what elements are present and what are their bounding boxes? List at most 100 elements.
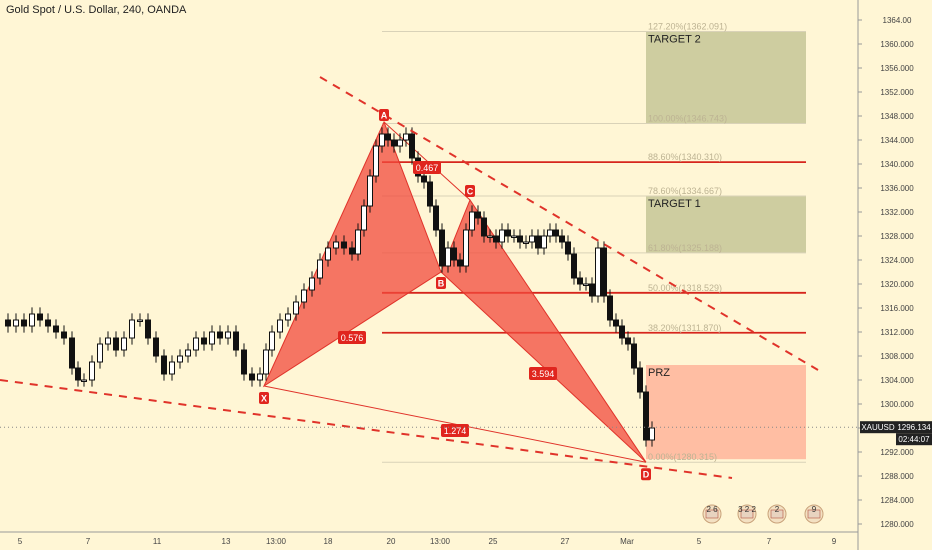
time-tick-label: 18: [324, 537, 333, 546]
candle-body: [113, 337, 119, 351]
fib-level-label: 38.20%(1311.870): [648, 323, 721, 333]
last-price-tag: [896, 421, 932, 434]
time-tick-label: 7: [86, 537, 91, 546]
price-tick-label: 1352.000: [880, 88, 914, 97]
candle-body: [469, 211, 475, 231]
candle-body: [577, 277, 583, 285]
candle-body: [583, 283, 589, 286]
price-tick-label: 1324.000: [880, 256, 914, 265]
candle-body: [499, 229, 505, 243]
event-badge[interactable]: 2: [767, 504, 787, 524]
candle-body: [153, 337, 159, 357]
price-tick-label: 1288.000: [880, 472, 914, 481]
event-badges[interactable]: 2 6 3 2 2 2 9: [702, 504, 824, 524]
time-tick-label: 13:00: [266, 537, 287, 546]
price-tick-label: 1304.000: [880, 376, 914, 385]
time-tick-label: 9: [832, 537, 837, 546]
event-badge[interactable]: 9: [804, 504, 824, 524]
time-tick-label: 7: [767, 537, 772, 546]
candle-body: [403, 133, 409, 141]
zone-prz: [646, 365, 806, 460]
time-tick-label: 5: [697, 537, 702, 546]
price-tick-label: 1312.000: [880, 328, 914, 337]
candle-body: [355, 229, 361, 255]
candle-body: [607, 295, 613, 321]
event-badge[interactable]: 2 6: [702, 504, 722, 524]
candle-body: [317, 259, 323, 279]
candle-body: [37, 313, 43, 321]
candle-body: [277, 319, 283, 333]
event-badge-label: 2 6: [706, 505, 718, 514]
pattern-labels: X A B C D 0.576 0.467 3.594 1.274: [259, 109, 651, 481]
zone-target-2: [646, 31, 806, 124]
trend-lines[interactable]: [0, 76, 819, 479]
price-tick-label: 1340.000: [880, 160, 914, 169]
candle-body: [547, 229, 553, 237]
ratio-tag: 0.576: [338, 331, 366, 344]
candle-body: [463, 229, 469, 267]
candle-body: [361, 205, 367, 231]
ratio-tag: 1.274: [441, 424, 469, 437]
candle-body: [13, 319, 19, 327]
candle-body: [367, 175, 373, 207]
price-tick-label: 1348.000: [880, 112, 914, 121]
point-label: B: [438, 279, 445, 289]
lower-trendline[interactable]: [0, 379, 733, 479]
candle-body: [601, 247, 607, 297]
ratio-tag: 0.467: [413, 161, 441, 174]
candle-body: [385, 133, 391, 141]
candle-body: [105, 337, 111, 345]
event-badge[interactable]: 3 2 2: [737, 504, 757, 524]
candle-body: [75, 367, 81, 381]
flag-stripes-icon: [740, 509, 754, 519]
candle-body: [481, 217, 487, 237]
ratio-tag-bg: [413, 161, 441, 174]
candle-body: [451, 247, 457, 261]
candle-body: [209, 331, 215, 345]
symbol-tag: [860, 421, 896, 434]
point-marker: [641, 468, 651, 481]
ratio-label: 0.467: [416, 163, 439, 173]
point-label: D: [643, 470, 650, 480]
candle-body: [559, 235, 565, 243]
pattern-point-c: C: [465, 185, 475, 197]
candle-body: [649, 427, 655, 441]
candle-body: [293, 301, 299, 315]
ratio-label: 1.274: [444, 426, 467, 436]
candle-body: [145, 319, 151, 339]
candle-body: [517, 235, 523, 243]
time-tick-label: Mar: [620, 537, 634, 546]
fib-level-label: 78.60%(1334.667): [648, 186, 722, 196]
candle-body: [233, 331, 239, 351]
ratio-label: 3.594: [532, 369, 555, 379]
ratio-label: 0.576: [341, 333, 364, 343]
event-badge-label: 9: [812, 505, 817, 514]
time-tick-label: 5: [18, 537, 23, 546]
candle-body: [409, 133, 415, 159]
fib-level-label: 61.80%(1325.188): [648, 243, 722, 253]
candle-body: [121, 337, 127, 351]
candle-body: [391, 139, 397, 147]
candle-body: [201, 337, 207, 345]
candle-body: [421, 175, 427, 183]
point-label: X: [261, 394, 267, 404]
upper-trendline[interactable]: [319, 76, 819, 371]
candle-body: [249, 373, 255, 381]
event-badge-label: 3 2 2: [738, 505, 756, 514]
candle-body: [445, 247, 451, 267]
candle-body: [493, 235, 499, 243]
candles: [5, 127, 655, 447]
pattern-point-b: B: [436, 277, 446, 289]
chart-title: Gold Spot / U.S. Dollar, 240, OANDA: [6, 4, 187, 16]
price-tick-label: 1308.000: [880, 352, 914, 361]
symbol-tag-label: XAUUSD: [861, 423, 895, 432]
candle-body: [433, 205, 439, 231]
candle-body: [529, 235, 535, 243]
candle-body: [379, 133, 385, 147]
point-marker: [465, 185, 475, 197]
price-tick-label: 1316.000: [880, 304, 914, 313]
candle-body: [257, 373, 263, 381]
